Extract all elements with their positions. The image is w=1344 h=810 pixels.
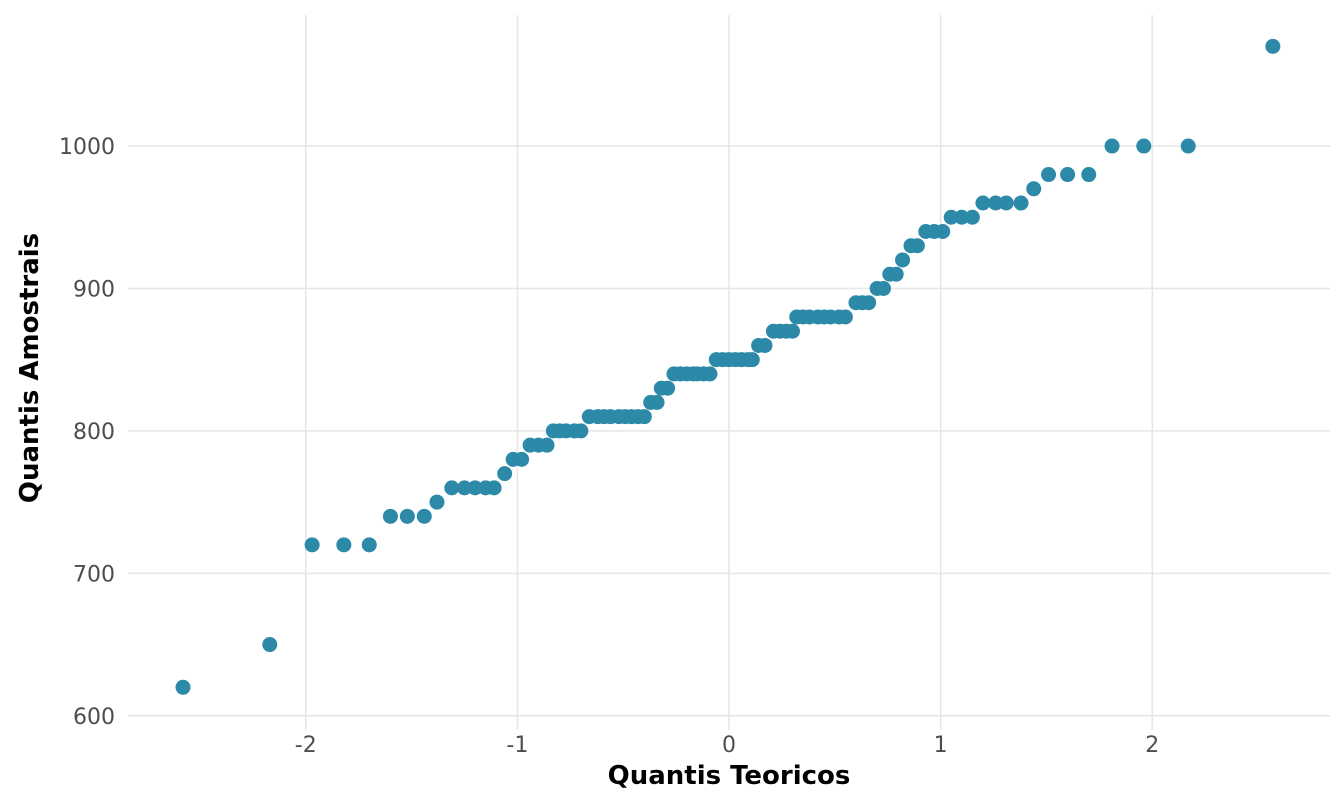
point	[304, 537, 320, 553]
point	[399, 508, 415, 524]
point	[456, 480, 472, 496]
point	[988, 195, 1004, 211]
y-tick-label: 800	[73, 420, 115, 445]
y-tick-label: 700	[73, 562, 115, 587]
point	[1060, 167, 1076, 183]
point	[1180, 138, 1196, 154]
point	[744, 352, 760, 368]
point	[895, 252, 911, 268]
point	[382, 508, 398, 524]
point	[1041, 167, 1057, 183]
point	[888, 266, 904, 282]
point	[943, 209, 959, 225]
point	[875, 280, 891, 296]
point	[975, 195, 991, 211]
x-tick-label: 1	[934, 733, 948, 758]
point	[497, 466, 513, 482]
y-axis-title: Quantis Amostrais	[15, 233, 45, 503]
point	[954, 209, 970, 225]
point	[1081, 167, 1097, 183]
point	[757, 337, 773, 353]
point	[444, 480, 460, 496]
y-tick-label: 600	[73, 705, 115, 730]
point	[336, 537, 352, 553]
point	[784, 323, 800, 339]
point	[262, 637, 278, 653]
point	[573, 423, 589, 439]
point	[1104, 138, 1120, 154]
point	[660, 380, 676, 396]
point	[636, 409, 652, 425]
y-tick-label: 900	[73, 277, 115, 302]
point	[486, 480, 502, 496]
point	[998, 195, 1014, 211]
point	[416, 508, 432, 524]
point	[935, 223, 951, 239]
x-tick-label: -1	[506, 733, 528, 758]
point	[361, 537, 377, 553]
point	[514, 451, 530, 467]
x-tick-label: 0	[722, 733, 736, 758]
point	[861, 295, 877, 311]
y-tick-label: 1000	[59, 135, 115, 160]
x-tick-label: 2	[1145, 733, 1159, 758]
point	[539, 437, 555, 453]
point	[1136, 138, 1152, 154]
point	[467, 480, 483, 496]
point	[1265, 38, 1281, 54]
point	[1013, 195, 1029, 211]
x-axis-title: Quantis Teoricos	[608, 761, 851, 791]
point	[837, 309, 853, 325]
point	[702, 366, 718, 382]
point	[175, 679, 191, 695]
point	[429, 494, 445, 510]
point	[649, 394, 665, 410]
point	[964, 209, 980, 225]
point	[1026, 181, 1042, 197]
x-tick-label: -2	[295, 733, 317, 758]
point	[909, 238, 925, 254]
